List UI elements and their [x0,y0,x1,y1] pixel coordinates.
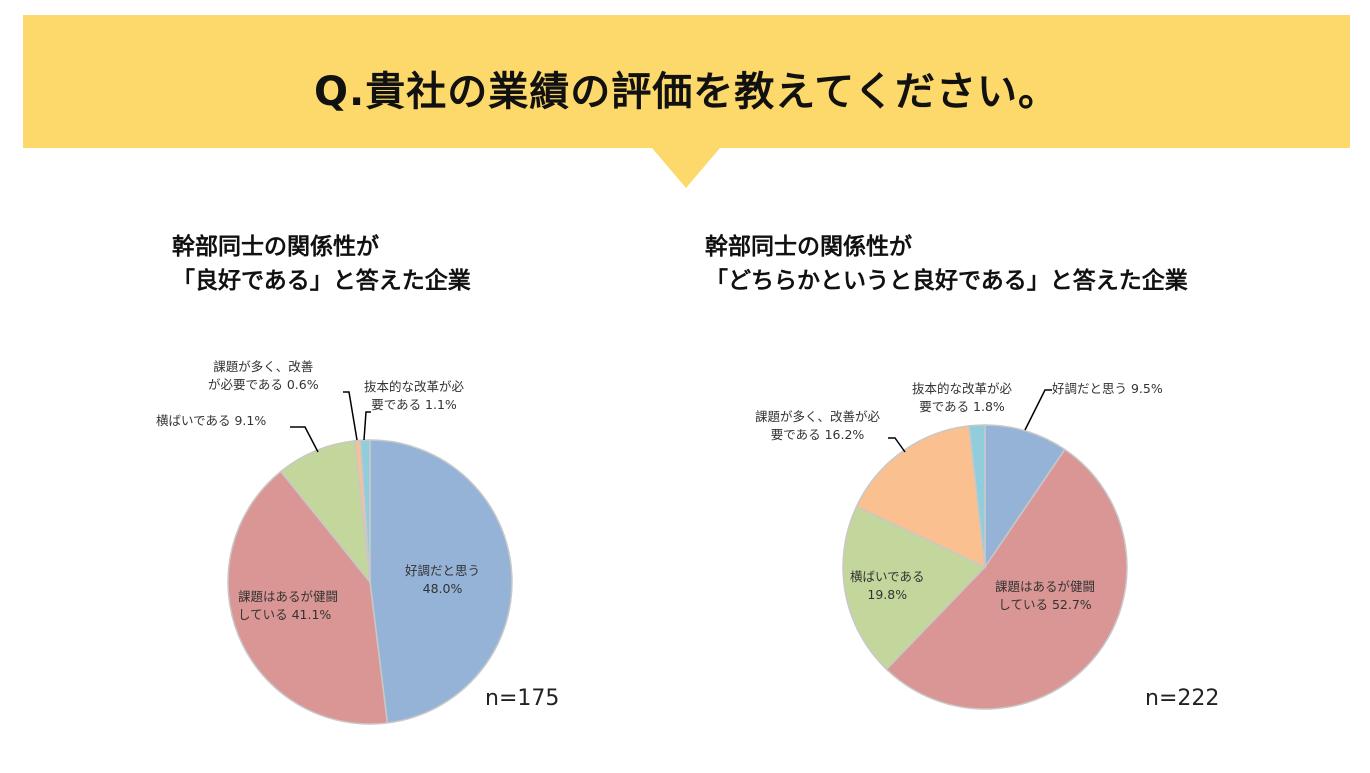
label-text: 19.8% [867,587,908,602]
pie-right [842,424,1128,710]
label-right-flat: 横ばいである 19.8% [850,568,925,604]
label-right-many-issues: 課題が多く、改善が必 要である 16.2% [755,408,880,444]
leader-line [1024,389,1052,431]
label-text: 好調だと思う [405,563,481,578]
title-line2: 「良好である」と答えた企業 [172,268,471,294]
leader-line [363,411,371,441]
leader-line [888,437,906,453]
label-right-fighting: 課題はあるが健闘 している 52.7% [995,578,1095,614]
pie-slice-1 [984,424,1066,570]
question-banner: Q.貴社の業績の評価を教えてください。 [23,15,1350,148]
label-text: 横ばいである [850,569,925,584]
pie-slice-5 [359,439,371,583]
label-text: 課題はあるが健闘 [238,589,339,604]
label-text: 抜本的な改革が必 [912,381,1013,396]
label-text: 好調だと思う 9.5% [1052,381,1163,396]
chart-title-left: 幹部同士の関係性が 「良好である」と答えた企業 [172,230,471,298]
pie-slice-5 [968,424,986,568]
pie-slice-2 [885,448,1128,710]
label-text: 課題が多く、改善が必 [755,409,881,424]
pie-slice-4 [855,425,986,569]
label-text: が必要である 0.6% [208,377,319,392]
pie-left [227,439,513,725]
title-line2: 「どちらかというと良好である」と答えた企業 [705,268,1188,294]
label-right-good: 好調だと思う 9.5% [1052,380,1163,398]
sample-size-left: n=175 [485,686,560,711]
label-text: 要である 1.1% [371,397,457,412]
label-text: 課題が多く、改善 [213,359,314,374]
label-text: 要である 16.2% [770,427,865,442]
label-left-flat: 横ばいである 9.1% [156,412,266,430]
label-text: している 52.7% [998,597,1092,612]
question-title: Q.貴社の業績の評価を教えてください。 [314,69,1059,115]
label-left-good: 好調だと思う 48.0% [405,562,480,598]
title-line1: 幹部同士の関係性が [172,234,379,260]
title-line1: 幹部同士の関係性が [705,234,912,260]
sample-size-right: n=222 [1145,686,1220,711]
label-text: 48.0% [422,581,463,596]
chart-title-right: 幹部同士の関係性が 「どちらかというと良好である」と答えた企業 [705,230,1188,298]
leader-lines [290,389,1052,453]
banner-pointer [652,148,720,188]
label-text: 要である 1.8% [919,399,1005,414]
pie-slice-1 [369,439,513,724]
label-left-fighting: 課題はあるが健闘 している 41.1% [238,588,338,624]
pie-slice-2 [227,470,389,725]
label-right-reform: 抜本的な改革が必 要である 1.8% [912,380,1012,416]
label-text: している 41.1% [238,607,332,622]
leader-line [343,391,358,441]
label-text: 課題はあるが健闘 [995,579,1096,594]
label-text: 横ばいである 9.1% [156,413,267,428]
label-text: 抜本的な改革が必 [364,379,465,394]
pie-slice-3 [842,505,987,671]
label-left-reform: 抜本的な改革が必 要である 1.1% [364,378,464,414]
leader-line [290,426,319,453]
label-left-many-issues: 課題が多く、改善 が必要である 0.6% [208,358,319,394]
pie-slice-3 [279,439,372,585]
